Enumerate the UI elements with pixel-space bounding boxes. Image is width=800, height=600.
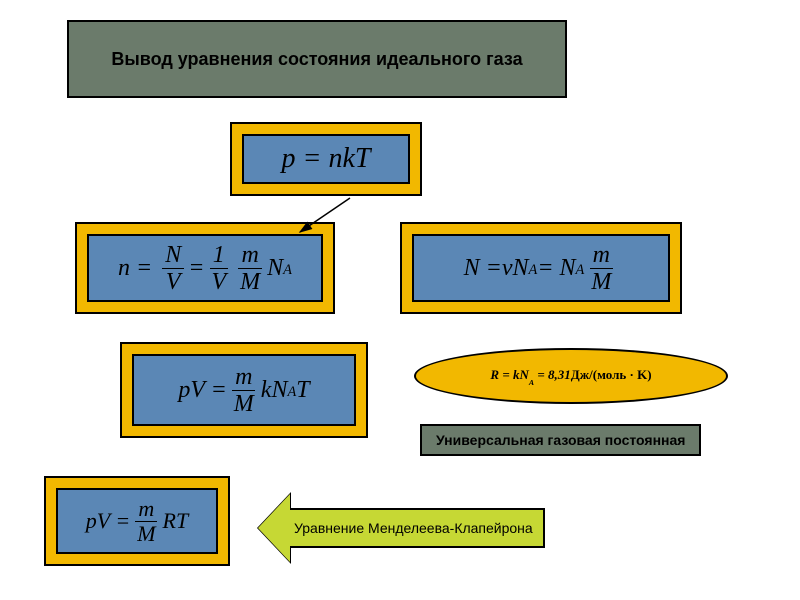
derivation-arrow	[0, 0, 800, 600]
